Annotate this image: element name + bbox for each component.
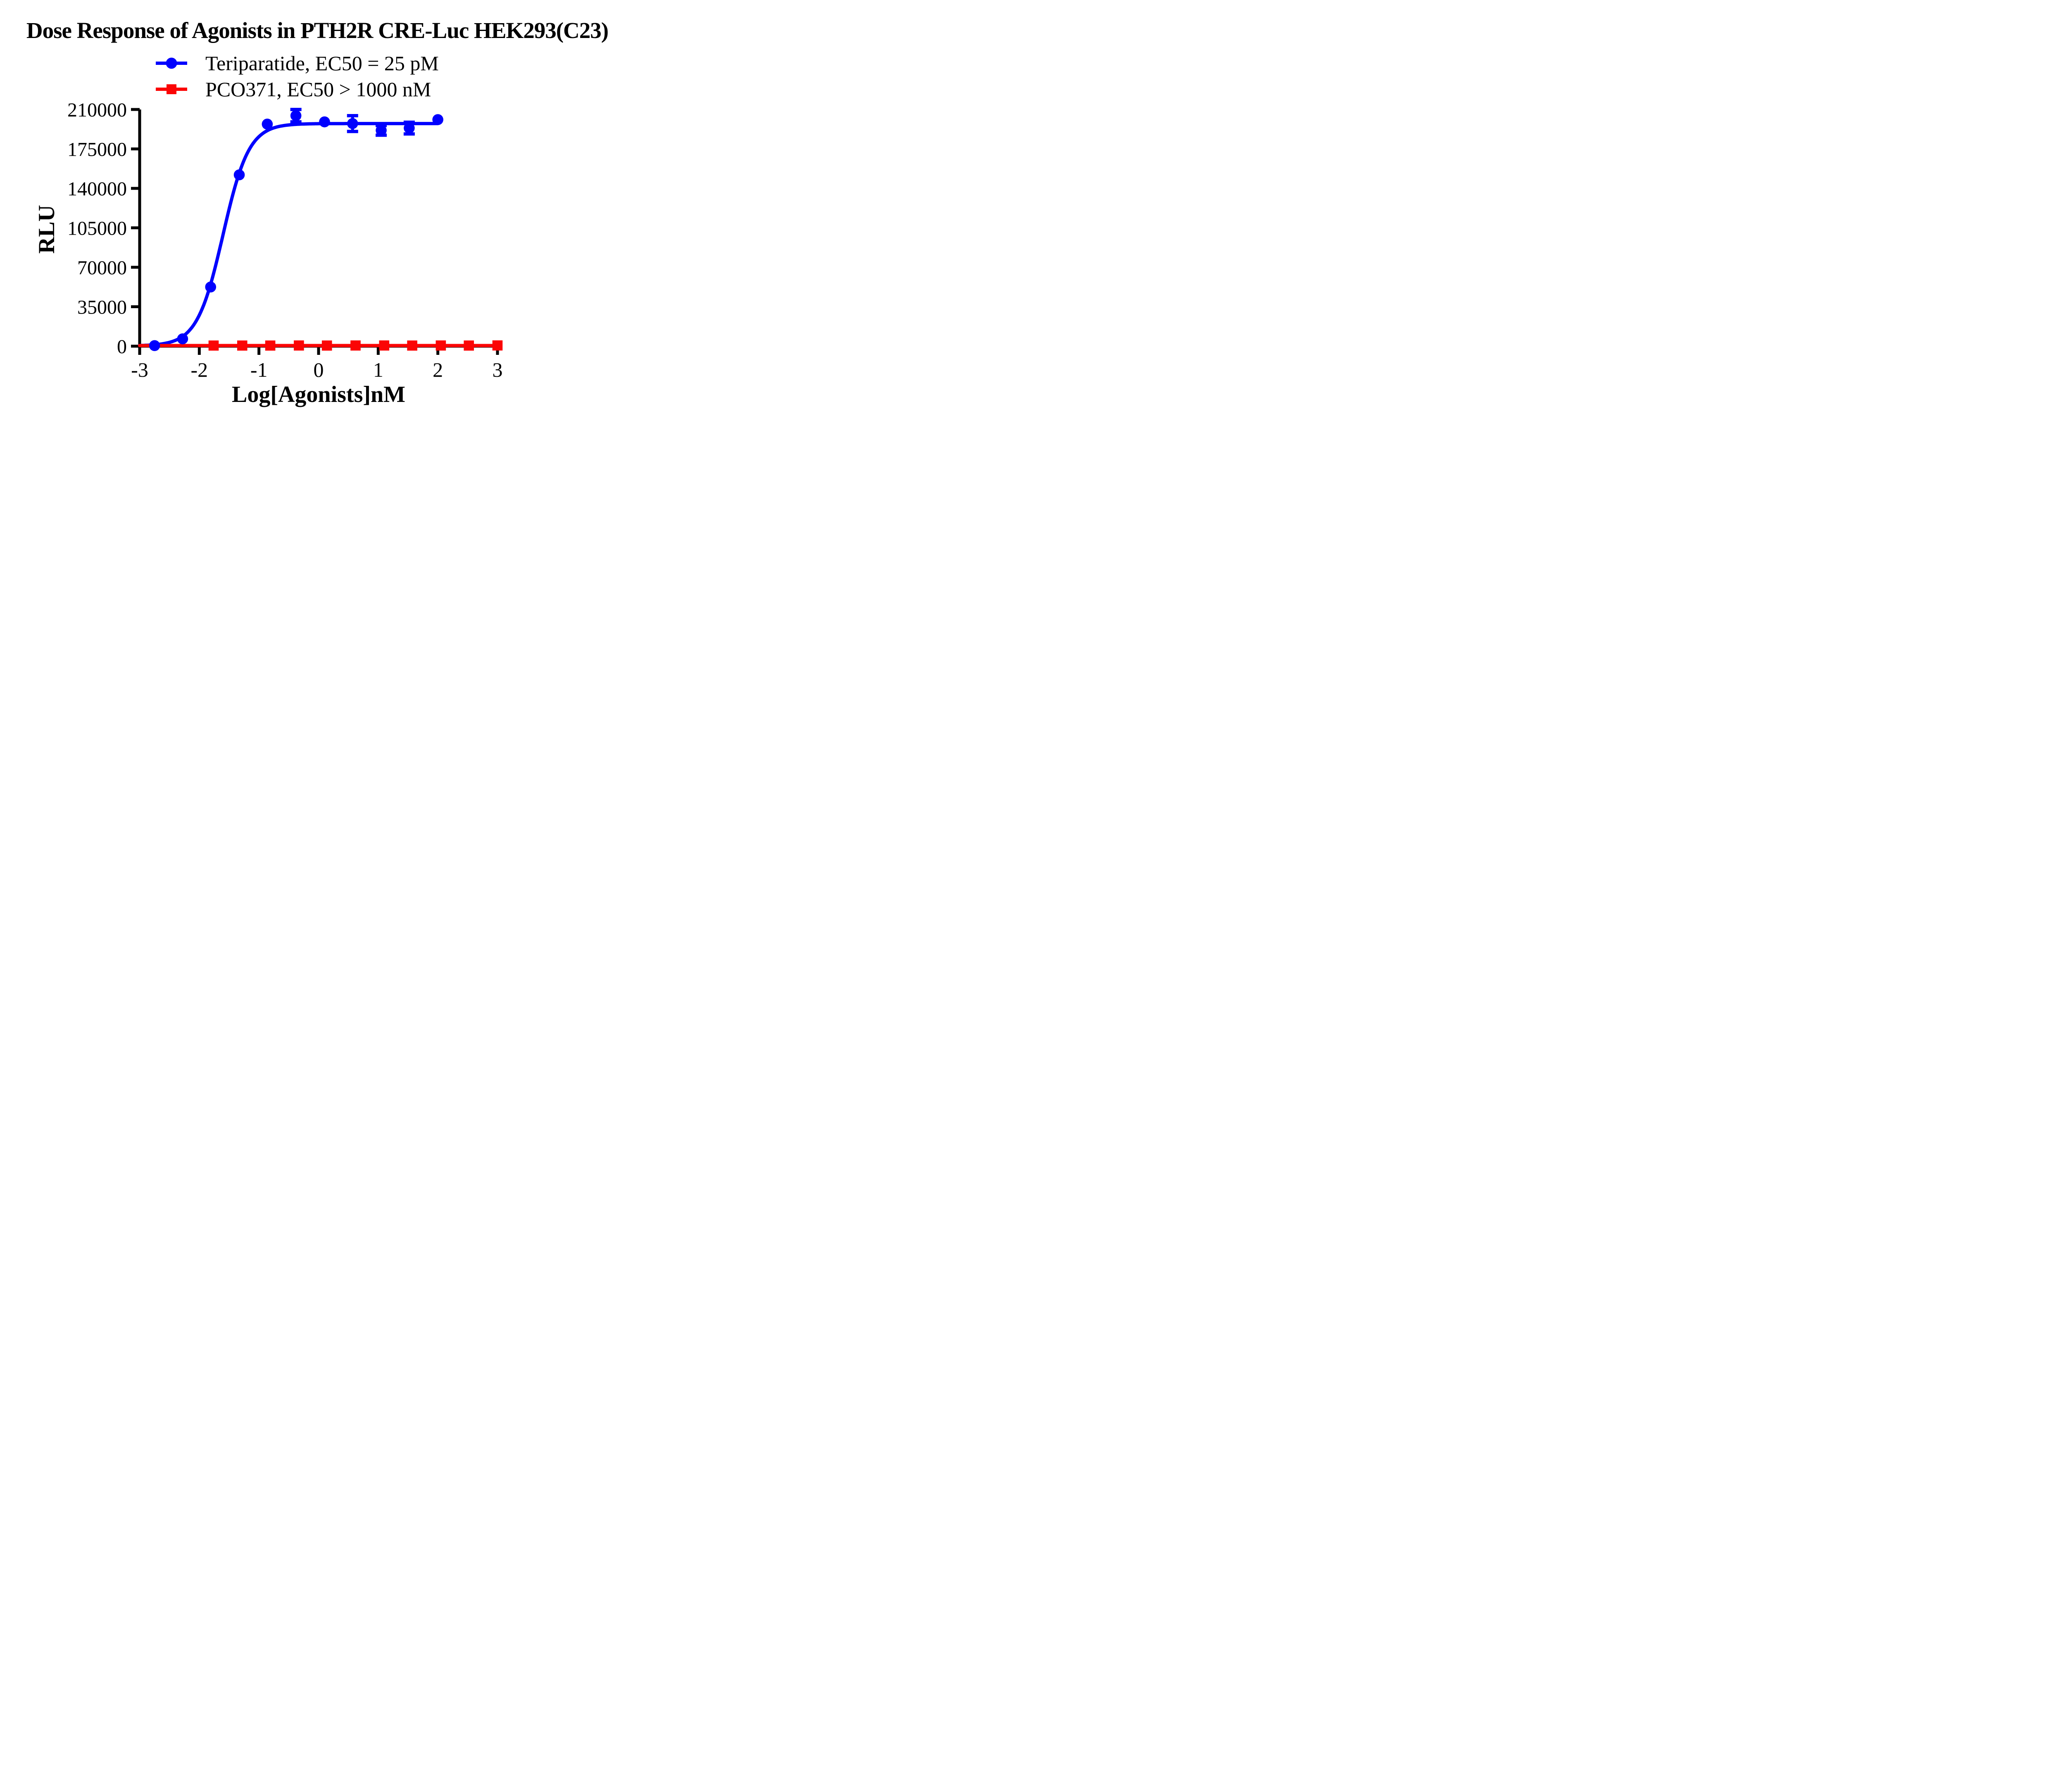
data-point-square xyxy=(321,340,332,351)
y-tick-label: 70000 xyxy=(77,257,127,279)
y-tick-label: 35000 xyxy=(77,297,127,318)
data-point-circle xyxy=(432,114,443,125)
y-tick-label: 210000 xyxy=(67,99,127,121)
y-tick-label: 0 xyxy=(117,336,127,358)
chart-canvas: Dose Response of Agonists in PTH2R CRE-L… xyxy=(0,0,635,423)
data-point-square xyxy=(464,340,474,351)
x-tick-label: 2 xyxy=(433,358,443,381)
data-point-circle xyxy=(262,119,273,130)
legend: Teriparatide, EC50 = 25 pM PCO371, EC50 … xyxy=(154,51,439,103)
x-axis-label: Log[Agonists]nM xyxy=(232,382,405,407)
data-point-square xyxy=(294,340,304,351)
data-point-square xyxy=(237,340,248,351)
data-point-square xyxy=(379,340,390,351)
axes-layer xyxy=(138,109,499,348)
data-point-circle xyxy=(290,110,302,121)
data-point-square xyxy=(407,340,417,351)
data-point-square xyxy=(350,340,361,351)
y-tick-label: 105000 xyxy=(67,218,127,240)
data-point-circle xyxy=(205,281,217,293)
data-point-circle xyxy=(149,340,160,351)
y-tick-label: 140000 xyxy=(67,178,127,200)
data-point-square xyxy=(208,340,219,351)
legend-item-teriparatide: Teriparatide, EC50 = 25 pM xyxy=(154,51,439,75)
data-point-circle xyxy=(233,169,245,181)
x-tick-label: -2 xyxy=(191,358,208,381)
legend-label-pco371: PCO371, EC50 > 1000 nM xyxy=(205,78,431,101)
chart-title: Dose Response of Agonists in PTH2R CRE-L… xyxy=(26,18,609,43)
data-point-square xyxy=(436,340,446,351)
fit-curve-0 xyxy=(138,122,440,347)
ticks-layer: -3 -2 -1 0 1 2 3 0 35000 70000 105000 140000 175000 2… xyxy=(67,99,502,381)
legend-item-pco371: PCO371, EC50 > 1000 nM xyxy=(154,77,439,101)
pco371-line-square-icon xyxy=(156,84,187,94)
data-point-circle xyxy=(404,122,415,134)
legend-label-teriparatide: Teriparatide, EC50 = 25 pM xyxy=(205,52,439,75)
series-layer xyxy=(138,108,503,351)
data-point-circle xyxy=(319,116,330,128)
x-tick-label: -3 xyxy=(131,358,148,381)
x-tick-label: 3 xyxy=(492,358,502,381)
y-tick-label: 175000 xyxy=(67,139,127,161)
x-tick-label: 0 xyxy=(313,358,324,381)
data-point-square xyxy=(492,340,503,351)
teriparatide-line-circle-icon xyxy=(156,57,187,69)
data-point-circle xyxy=(376,125,387,136)
dose-response-plot: -3 -2 -1 0 1 2 3 0 35000 70000 105000 140000 175000 2… xyxy=(34,99,503,407)
data-point-square xyxy=(265,340,276,351)
x-tick-label: -1 xyxy=(250,358,268,381)
y-axis-label: RLU xyxy=(34,205,60,254)
x-tick-label: 1 xyxy=(373,358,383,381)
data-point-circle xyxy=(347,118,358,129)
data-point-circle xyxy=(177,333,188,345)
